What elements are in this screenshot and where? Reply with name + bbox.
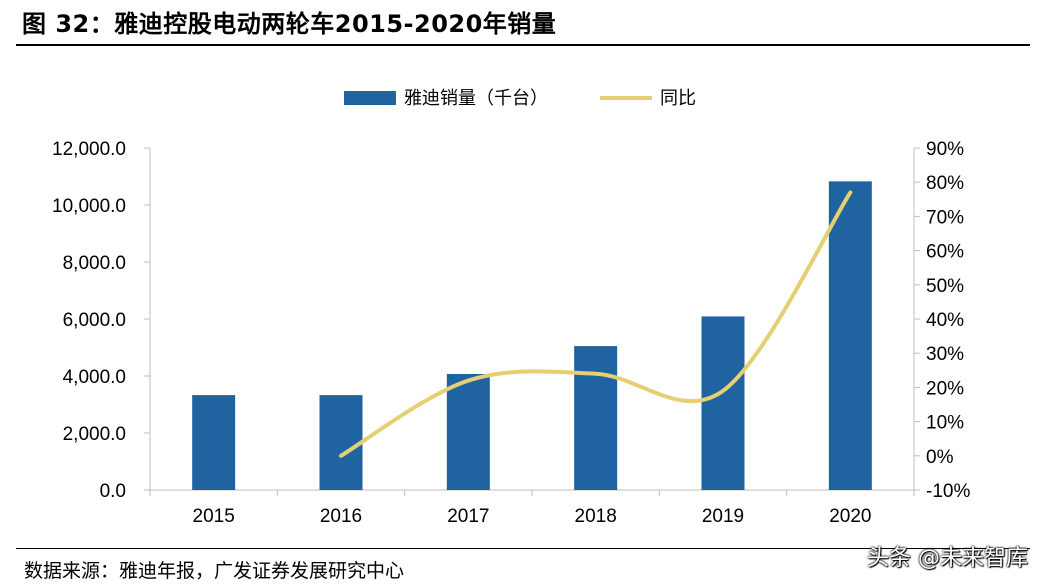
sales-bar <box>574 346 618 490</box>
right-tick-label: 50% <box>926 276 964 297</box>
chart-legend: 雅迪销量（千台） 同比 <box>344 88 696 109</box>
right-tick-label: 20% <box>926 378 964 399</box>
sales-bar <box>319 395 363 490</box>
left-tick-label: 8,000.0 <box>63 253 126 274</box>
x-tick-label: 2019 <box>702 506 744 527</box>
watermark: 头条 @未来智库 <box>867 546 1028 571</box>
x-tick-label: 2017 <box>447 506 489 527</box>
left-tick-label: 0.0 <box>100 481 126 502</box>
right-tick-label: 10% <box>926 413 964 434</box>
bar-series <box>192 181 872 490</box>
sales-bar <box>701 316 745 490</box>
yoy-line <box>339 190 853 458</box>
source-note: 数据来源：雅迪年报，广发证券发展研究中心 <box>24 560 405 582</box>
left-tick-label: 6,000.0 <box>63 310 126 331</box>
right-tick-label: 40% <box>926 310 964 331</box>
sales-bar <box>446 374 490 490</box>
right-tick-label: 0% <box>926 447 954 468</box>
right-tick-label: 30% <box>926 344 964 365</box>
left-tick-label: 10,000.0 <box>52 196 126 217</box>
title-divider <box>16 44 1030 46</box>
left-tick-label: 2,000.0 <box>63 424 126 445</box>
x-axis: 2015 2016 2017 2018 2019 2020 <box>149 489 915 527</box>
right-tick-label: -10% <box>926 481 970 502</box>
x-tick-label: 2018 <box>575 506 617 527</box>
left-tick-label: 4,000.0 <box>63 367 126 388</box>
sales-bar <box>828 181 872 490</box>
left-y-axis: 0.0 2,000.0 4,000.0 6,000.0 8,000.0 10,000.0 1… <box>52 139 151 502</box>
right-tick-label: 70% <box>926 207 964 228</box>
x-tick-label: 2016 <box>320 506 362 527</box>
x-tick-label: 2020 <box>829 506 871 527</box>
line-series <box>339 190 853 458</box>
x-tick-label: 2015 <box>193 506 235 527</box>
sales-bar <box>192 395 236 490</box>
legend-bar-swatch <box>344 91 396 105</box>
right-tick-label: 60% <box>926 242 964 263</box>
footer-divider <box>16 548 1030 549</box>
figure-title: 图 32：雅迪控股电动两轮车2015-2020年销量 <box>22 10 557 38</box>
right-tick-label: 90% <box>926 139 964 160</box>
legend-line-label: 同比 <box>660 88 696 109</box>
right-y-axis: -10% 0% 10% 20% 30% 40% 50% 60% 70% 80% 90% <box>913 139 970 502</box>
sales-chart: 雅迪销量（千台） 同比 0.0 2,000.0 4,000.0 6,000.0 8,00… <box>52 88 970 527</box>
legend-bar-label: 雅迪销量（千台） <box>404 88 548 109</box>
left-tick-label: 12,000.0 <box>52 139 126 160</box>
right-tick-label: 80% <box>926 173 964 194</box>
